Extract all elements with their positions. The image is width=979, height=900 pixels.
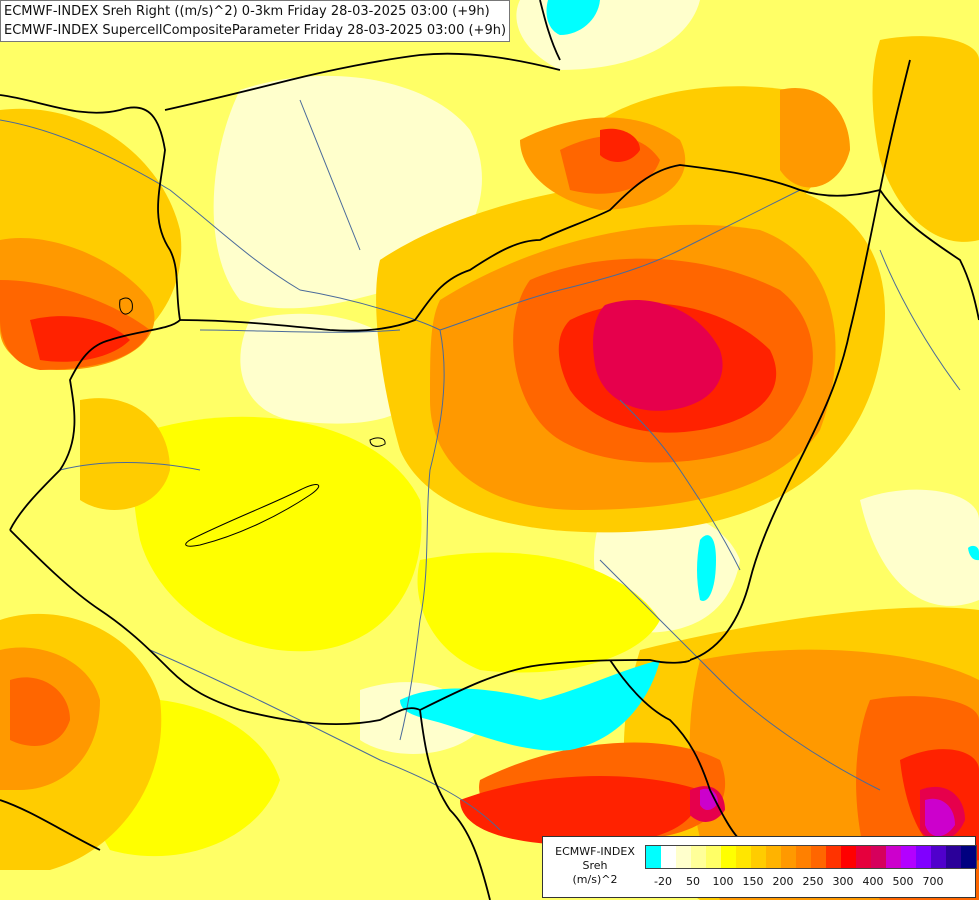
legend-swatch: [646, 846, 661, 868]
map-title-line-2: ECMWF-INDEX SupercellCompositeParameter …: [4, 23, 507, 38]
legend-tick-label: 150: [742, 875, 764, 888]
legend-tick-label: 250: [802, 875, 824, 888]
legend-unit: (m/s)^2: [572, 873, 618, 886]
legend-tick-label: 500: [892, 875, 914, 888]
lakes: [119, 297, 386, 547]
legend-swatch: [946, 846, 961, 868]
legend-tick-label: 700: [922, 875, 944, 888]
legend-swatch: [766, 846, 781, 868]
legend-swatch: [736, 846, 751, 868]
legend-color-bar: [645, 845, 977, 869]
legend-tick-label: 300: [832, 875, 854, 888]
legend-swatch: [961, 846, 976, 868]
legend-swatch: [871, 846, 886, 868]
legend-swatch: [901, 846, 916, 868]
field-magenta-areas: [700, 788, 955, 837]
legend-swatch: [691, 846, 706, 868]
legend-labels: -20 50 100 150 200 250 300 400 500 700: [645, 875, 975, 891]
legend-swatch: [841, 846, 856, 868]
legend-swatch: [781, 846, 796, 868]
legend-swatch: [916, 846, 931, 868]
field-cyan-areas: [400, 0, 979, 751]
rivers: [0, 99, 961, 831]
legend-swatch: [751, 846, 766, 868]
legend-tick-label: 50: [686, 875, 700, 888]
legend-tick-label: 400: [862, 875, 884, 888]
legend-swatch: [856, 846, 871, 868]
legend-swatch: [706, 846, 721, 868]
legend-tick-label: -20: [654, 875, 672, 888]
legend-swatch: [811, 846, 826, 868]
legend-swatch: [721, 846, 736, 868]
legend-source: ECMWF-INDEX: [555, 845, 635, 858]
legend-tick-label: 100: [712, 875, 734, 888]
legend-swatch: [931, 846, 946, 868]
lake-balaton-outline: [185, 484, 320, 547]
legend-tick-label: 200: [772, 875, 794, 888]
legend-variable: Sreh: [582, 859, 608, 872]
legend-swatch: [886, 846, 901, 868]
legend-title: ECMWF-INDEX Sreh (m/s)^2: [547, 845, 643, 887]
color-legend: ECMWF-INDEX Sreh (m/s)^2 -20 50 100 150 200 2…: [542, 836, 977, 898]
legend-swatch: [796, 846, 811, 868]
map-title-box: ECMWF-INDEX Sreh Right ((m/s)^2) 0-3km F…: [0, 0, 510, 42]
legend-swatch: [826, 846, 841, 868]
legend-swatch: [661, 846, 676, 868]
map-title-line-1: ECMWF-INDEX Sreh Right ((m/s)^2) 0-3km F…: [4, 4, 490, 19]
legend-swatch: [676, 846, 691, 868]
